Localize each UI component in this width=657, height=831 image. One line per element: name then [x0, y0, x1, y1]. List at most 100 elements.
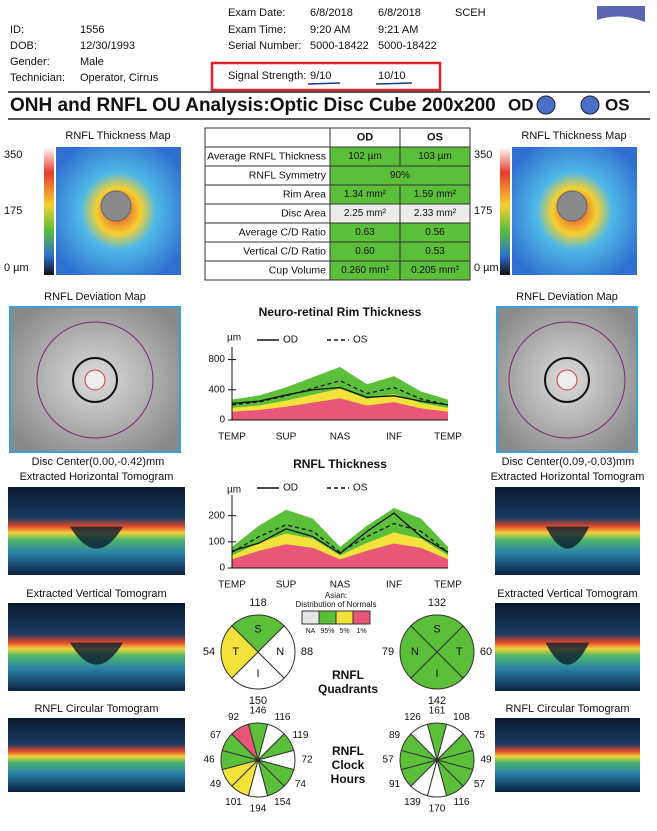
clock-value: 57 — [474, 779, 486, 790]
row-label: Vertical C/D Ratio — [243, 245, 326, 257]
clock-value: 146 — [250, 706, 267, 717]
column-header: OD — [357, 131, 374, 143]
y-tick-label: 200 — [208, 510, 225, 521]
legend-title: Asian: — [325, 591, 347, 600]
scale-label: 350 — [474, 149, 492, 161]
cell-value: 2.25 mm² — [344, 208, 387, 219]
disc-center: Disc Center(0.09,-0.03)mm — [502, 456, 635, 468]
section-label: RNFL — [332, 668, 364, 682]
clock-value: 57 — [382, 755, 394, 766]
unit-label: µm — [227, 333, 241, 344]
x-tick-label: SUP — [276, 432, 297, 443]
quadrant-letter: T — [456, 646, 463, 658]
row-label: Disc Area — [281, 207, 326, 219]
legend-subtitle: Distribution of Normals — [296, 600, 377, 609]
underline — [376, 83, 412, 84]
x-tick-label: NAS — [330, 432, 351, 443]
quadrant-letter: S — [433, 624, 440, 636]
chart-title: RNFL Thickness — [293, 457, 387, 471]
y-tick-label: 100 — [208, 536, 225, 547]
clock-value: 116 — [454, 797, 470, 808]
x-tick-label: INF — [386, 432, 402, 443]
unit-label: µm — [227, 485, 241, 496]
clock-value: 67 — [210, 730, 222, 741]
clock-value: 75 — [474, 730, 486, 741]
quadrant-letter: T — [232, 646, 239, 658]
disc — [85, 370, 105, 390]
od-dot — [537, 96, 555, 114]
od-label: OD — [508, 95, 534, 114]
scale-label: 0 µm — [474, 262, 499, 274]
tomogram-title: Extracted Vertical Tomogram — [497, 588, 637, 600]
field-value: 9:20 AM — [310, 24, 350, 36]
field-value: 1556 — [80, 24, 104, 36]
field-value: Operator, Cirrus — [80, 72, 159, 84]
legend-label: OS — [353, 483, 368, 494]
field-value: 10/10 — [378, 70, 406, 82]
color-bar — [500, 147, 510, 275]
legend-swatch — [302, 611, 319, 624]
clock-value: 139 — [404, 797, 421, 808]
clock-value: 49 — [480, 755, 492, 766]
cell-value: 102 µm — [348, 151, 382, 162]
field-label: Technician: — [10, 72, 65, 84]
legend-swatch — [319, 611, 336, 624]
row-label: Cup Volume — [269, 264, 326, 276]
quadrant-letter: N — [276, 646, 284, 658]
underline — [308, 83, 340, 84]
clock-value: 126 — [404, 712, 421, 723]
color-bar — [44, 147, 54, 275]
field-label: ID: — [10, 24, 24, 36]
clock-value: 101 — [225, 797, 242, 808]
cell-value: 0.53 — [425, 246, 445, 257]
field-value: 9:21 AM — [378, 24, 418, 36]
clock-value: 116 — [275, 712, 291, 723]
legend-label: 95% — [320, 628, 334, 635]
x-tick-label: INF — [386, 580, 402, 591]
optic-disc — [101, 191, 131, 221]
scale-label: 175 — [4, 205, 22, 217]
tomogram — [495, 718, 640, 792]
clock-value: 161 — [429, 706, 446, 717]
clock-value: 92 — [228, 712, 240, 723]
clock-value: 119 — [292, 730, 308, 741]
tomogram-title: Extracted Horizontal Tomogram — [20, 471, 174, 483]
optic-disc — [557, 191, 587, 221]
quadrant-value: 79 — [382, 646, 394, 658]
section-label: Quadrants — [318, 682, 378, 696]
map-title: RNFL Thickness Map — [65, 130, 170, 142]
y-tick-label: 0 — [219, 563, 225, 574]
field-label: Gender: — [10, 56, 50, 68]
row-label: Rim Area — [283, 188, 326, 200]
row-label: Average C/D Ratio — [239, 226, 327, 238]
cell-value: 1.59 mm² — [414, 189, 457, 200]
os-label: OS — [605, 95, 630, 114]
legend-label: 5% — [339, 628, 349, 635]
y-tick-label: 800 — [208, 354, 225, 365]
tomogram-title: RNFL Circular Tomogram — [34, 703, 158, 715]
tomogram-title: Extracted Horizontal Tomogram — [491, 471, 645, 483]
disc — [557, 370, 577, 390]
chart-title: Neuro-retinal Rim Thickness — [259, 305, 422, 319]
y-tick-label: 0 — [219, 415, 225, 426]
section-label: Hours — [331, 772, 366, 786]
quadrant-value: 132 — [428, 597, 446, 609]
cell-value: 103 µm — [418, 151, 452, 162]
quadrant-letter: I — [435, 668, 438, 680]
clock-value: 194 — [250, 804, 267, 815]
y-tick-label: 400 — [208, 384, 225, 395]
legend-label: NA — [306, 628, 316, 635]
cell-value: 1.34 mm² — [344, 189, 387, 200]
report-title: ONH and RNFL OU Analysis:Optic Disc Cube… — [10, 95, 496, 116]
clock-value: 89 — [389, 730, 401, 741]
os-dot — [581, 96, 599, 114]
section-label: Clock — [332, 758, 365, 772]
row-label: RNFL Symmetry — [249, 169, 327, 181]
field-value: Male — [80, 56, 104, 68]
quadrant-value: 118 — [249, 597, 267, 609]
field-value: 9/10 — [310, 70, 331, 82]
field-value: 6/8/2018 — [310, 7, 353, 19]
clock-value: 154 — [274, 797, 291, 808]
tomogram-title: Extracted Vertical Tomogram — [26, 588, 166, 600]
quadrant-value: 54 — [203, 646, 215, 658]
